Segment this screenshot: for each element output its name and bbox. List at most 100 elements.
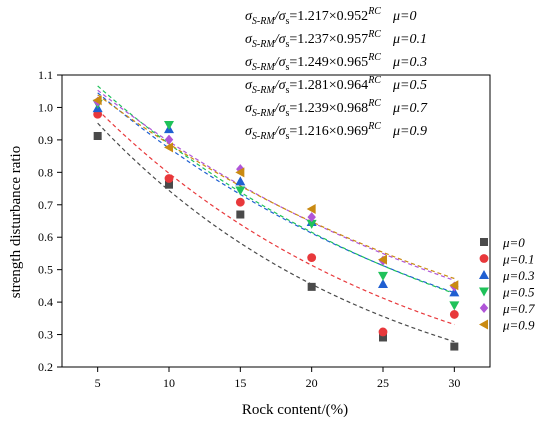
fit-curve (97, 94, 455, 280)
data-point (449, 280, 459, 291)
equation-part: s (285, 108, 289, 119)
data-point (449, 287, 460, 297)
x-tick-label: 15 (234, 376, 246, 390)
x-tick-label: 30 (448, 376, 460, 390)
fit-curve (97, 89, 455, 281)
data-point (307, 253, 317, 263)
data-point (165, 180, 173, 189)
data-point (235, 167, 245, 178)
legend-label: μ=0 (502, 235, 525, 250)
x-tick-label: 20 (306, 376, 318, 390)
equation-part: σ (245, 124, 253, 139)
data-point (164, 120, 174, 130)
y-tick-label: 0.6 (38, 230, 53, 244)
x-tick-label: 25 (377, 376, 389, 390)
data-point (449, 301, 460, 311)
equation-part: μ=0.5 (392, 78, 427, 93)
equation-part: μ=0.3 (392, 55, 427, 70)
equation-part: s (285, 131, 289, 142)
fit-equation: σS-RM/σs=1.237×0.957RC μ=0.1 (245, 29, 427, 50)
y-axis-ticks: 0.2 0.3 0.4 0.5 0.6 0.7 0.8 0.9 1.0 1.1 (38, 68, 62, 374)
data-point (449, 310, 459, 319)
x-axis-ticks: 5 10 15 20 25 30 (95, 367, 460, 390)
equation-part: =1.281×0.964 (289, 78, 368, 93)
data-points (92, 95, 460, 351)
data-point (307, 282, 316, 291)
fit-curve (97, 92, 455, 294)
equation-part: RC (367, 75, 381, 86)
equation-part: RC (367, 29, 381, 40)
fit-equation: σS-RM/σs=1.217×0.952RC μ=0 (245, 6, 416, 27)
equation-part: s (285, 85, 289, 96)
equation-part: σ (245, 101, 253, 116)
equation-part: RC (367, 98, 381, 109)
x-axis-label: Rock content/(%) (242, 402, 348, 418)
equation-part: σ (245, 9, 253, 24)
equation-part: σ (279, 101, 287, 116)
equation-part: S-RM (252, 85, 275, 96)
fit-curve (97, 122, 455, 343)
data-point (450, 342, 459, 351)
equation-part: σ (245, 78, 253, 93)
data-point (235, 197, 245, 207)
y-tick-label: 0.9 (38, 133, 53, 147)
y-axis-label: strength disturbance ratio (8, 146, 24, 298)
equation-part: σ (279, 124, 287, 139)
x-tick-label: 10 (163, 376, 175, 390)
equation-part: =1.239×0.968 (289, 101, 368, 116)
data-point (307, 212, 316, 223)
data-point (378, 327, 388, 337)
equation-part: S-RM (252, 16, 275, 27)
y-tick-label: 1.0 (38, 100, 53, 114)
y-tick-label: 0.5 (38, 263, 53, 277)
equation-part: / (274, 9, 280, 24)
equation-part: σ (245, 55, 253, 70)
equation-part: σ (279, 78, 287, 93)
equation-part: μ=0.7 (392, 101, 428, 116)
data-point (164, 134, 174, 145)
equation-part: RC (367, 52, 381, 63)
data-point (164, 142, 173, 153)
y-tick-label: 0.2 (38, 360, 53, 374)
equation-part: S-RM (252, 39, 275, 50)
data-point (164, 174, 174, 183)
fit-curve (97, 85, 455, 295)
data-point (378, 254, 387, 265)
equation-part: s (285, 16, 289, 27)
fit-curve (97, 109, 455, 326)
equation-part: / (274, 78, 280, 93)
data-point (306, 203, 316, 214)
data-point (235, 176, 246, 186)
legend-label: μ=0.1 (502, 252, 535, 267)
equation-part: S-RM (252, 62, 275, 73)
fit-equations: σS-RM/σs=1.217×0.952RC μ=0σS-RM/σs=1.237×… (245, 6, 428, 142)
legend-marker (480, 238, 488, 246)
fit-equation: σS-RM/σs=1.216×0.969RC μ=0.9 (245, 121, 427, 142)
equation-part: / (274, 32, 280, 47)
data-point (378, 278, 388, 288)
equation-part: / (274, 55, 280, 70)
equation-part: RC (367, 121, 381, 132)
equation-part: s (285, 62, 289, 73)
legend-label: μ=0.3 (502, 268, 535, 283)
fit-equation: σS-RM/σs=1.239×0.968RC μ=0.7 (245, 98, 428, 119)
equation-part: =1.237×0.957 (289, 32, 368, 47)
y-tick-label: 0.7 (38, 198, 53, 212)
data-point (235, 186, 246, 196)
data-point (378, 271, 388, 281)
legend-label: μ=0.9 (502, 318, 535, 333)
equation-part: S-RM (252, 131, 275, 142)
equation-part: σ (279, 32, 287, 47)
equation-part: σ (245, 32, 253, 47)
legend-marker (479, 287, 489, 297)
equation-part: RC (367, 6, 381, 17)
equation-part: μ=0.1 (392, 32, 427, 47)
equation-part: =1.216×0.969 (289, 124, 368, 139)
legend-marker (479, 303, 489, 313)
legend-label: μ=0.5 (502, 285, 535, 300)
fit-equation: σS-RM/σs=1.249×0.965RC μ=0.3 (245, 52, 427, 73)
legend: μ=0 μ=0.1μ=0.3 μ=0.5μ=0.7 μ=0.9 (479, 235, 535, 333)
legend-label: μ=0.7 (502, 301, 535, 316)
equation-part: S-RM (252, 108, 275, 119)
y-tick-label: 0.3 (38, 328, 53, 342)
